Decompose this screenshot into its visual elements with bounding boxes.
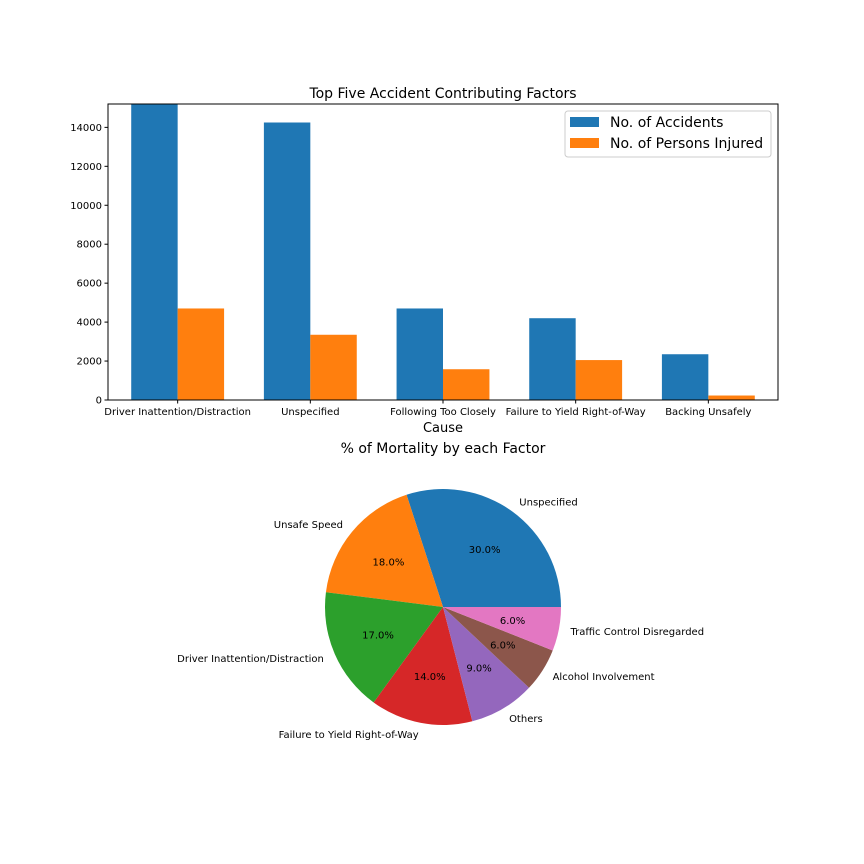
y-tick-label: 0 [96, 396, 102, 407]
x-tick-label: Driver Inattention/Distraction [104, 407, 251, 418]
bar-no-of-persons-injured-unspecified [310, 334, 357, 400]
pie-chart-title: % of Mortality by each Factor [341, 441, 546, 457]
bar-no-of-accidents-backing-unsafely [661, 354, 709, 400]
pie-label: Unspecified [519, 497, 577, 508]
bar-no-of-persons-injured-failure-to-yield-right-of-way [575, 360, 623, 400]
y-tick-label: 4000 [77, 318, 102, 329]
pie-slice-unsafe-speed [325, 494, 443, 607]
plot-frame [107, 103, 779, 401]
bar-no-of-persons-injured-driver-inattention-distraction [177, 308, 225, 400]
pie-pct-label: 6.0% [500, 616, 525, 627]
pie-label: Traffic Control Disregarded [570, 627, 705, 638]
y-tick-label: 14000 [70, 123, 102, 134]
bar-chart-title: Top Five Accident Contributing Factors [308, 86, 576, 102]
x-tick-label: Following Too Closely [390, 407, 496, 418]
pie-label: Failure to Yield Right-of-Way [279, 730, 419, 741]
x-tick-label: Unspecified [281, 407, 339, 418]
pie-slice-unspecified [406, 489, 561, 607]
pie-slice-others [443, 607, 530, 722]
pie-slice-alcohol-involvement [443, 607, 553, 688]
bar-no-of-persons-injured-following-too-closely [443, 369, 490, 400]
legend: No. of Accidents No. of Persons Injured [564, 110, 772, 158]
x-tick-label: Backing Unsafely [665, 407, 751, 418]
legend-label-no-of-persons-injured: No. of Persons Injured [610, 136, 763, 152]
y-tick-label: 8000 [77, 240, 102, 251]
pie-pct-label: 17.0% [362, 631, 394, 642]
pie-pct-label: 6.0% [490, 640, 515, 651]
x-axis-label: Cause [423, 421, 463, 436]
bar-chart: Top Five Accident Contributing Factors 0… [70, 86, 779, 436]
pie-label: Others [509, 714, 543, 725]
pie-label: Driver Inattention/Distraction [177, 654, 324, 665]
pie-label: Alcohol Involvement [553, 672, 655, 683]
y-tick-label: 10000 [70, 201, 102, 212]
legend-frame [564, 110, 772, 158]
y-tick-label: 2000 [77, 357, 102, 368]
bar-no-of-accidents-driver-inattention-distraction [131, 104, 178, 400]
legend-swatch-no-of-accidents [570, 117, 599, 127]
bar-no-of-persons-injured-backing-unsafely [708, 395, 755, 400]
bar-no-of-accidents-following-too-closely [396, 308, 443, 400]
legend-swatch-no-of-persons-injured [570, 138, 599, 148]
pie-pct-label: 14.0% [414, 672, 446, 683]
pie-chart: % of Mortality by each Factor 30.0% Unspe… [177, 441, 704, 741]
bar-no-of-accidents-failure-to-yield-right-of-way [529, 318, 576, 400]
y-tick-label: 6000 [77, 279, 102, 290]
legend-label-no-of-accidents: No. of Accidents [610, 115, 723, 131]
pie-label: Unsafe Speed [274, 520, 343, 531]
x-tick-label: Failure to Yield Right-of-Way [506, 407, 646, 418]
pie-pct-label: 9.0% [466, 663, 491, 674]
pie-slice-driver-inattention-distraction [325, 592, 443, 703]
pie-slice-traffic-control-disregarded [443, 607, 561, 651]
pie-slice-failure-to-yield-right-of-way [373, 607, 473, 725]
pie-marks: 30.0% Unspecified 18.0% Unsafe Speed 17.0% Dr… [177, 489, 704, 741]
pie-pct-label: 30.0% [469, 545, 501, 556]
y-axis-ticks: 0 2000 4000 6000 8000 10000 12000 14000 [70, 123, 108, 407]
bar-marks [131, 104, 755, 400]
x-axis-ticks: Driver Inattention/Distraction Unspecifie… [104, 400, 752, 418]
pie-pct-label: 18.0% [373, 557, 405, 568]
y-tick-label: 12000 [70, 162, 102, 173]
bar-no-of-accidents-unspecified [263, 122, 311, 400]
